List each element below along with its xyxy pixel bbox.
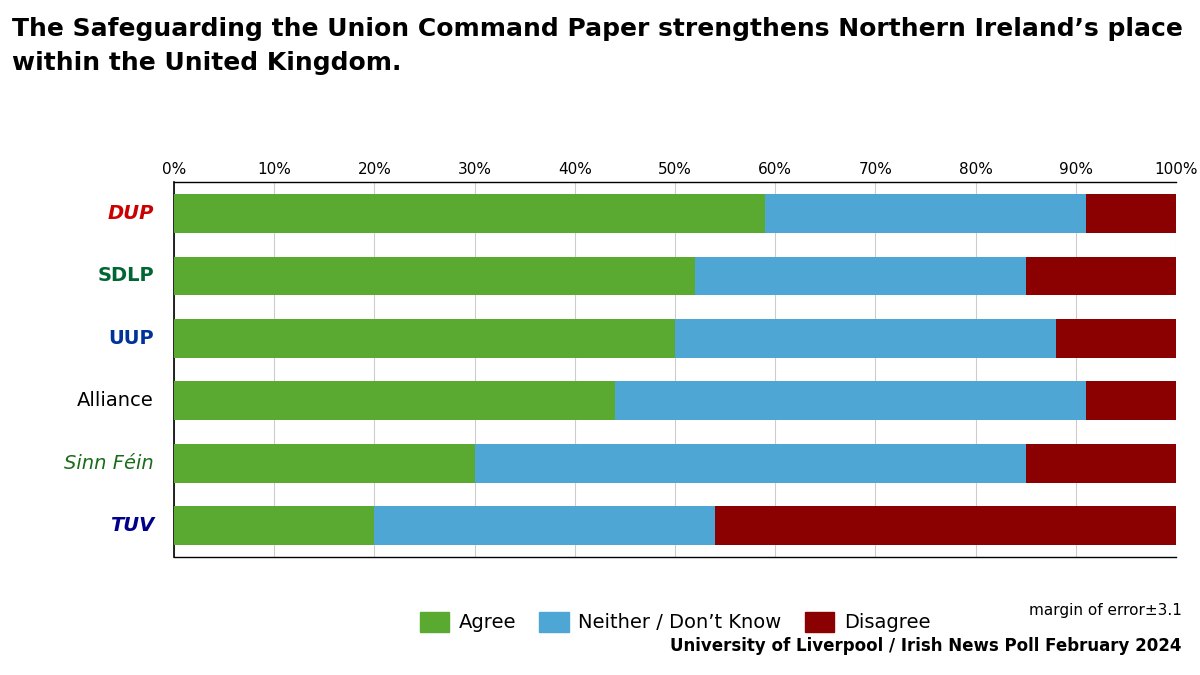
Bar xyxy=(1056,319,1176,358)
Bar xyxy=(174,319,674,358)
Bar xyxy=(1026,256,1176,295)
Text: Sinn Féin: Sinn Féin xyxy=(65,454,154,472)
Bar xyxy=(674,319,1056,358)
Text: SDLP: SDLP xyxy=(97,267,154,286)
Text: DUP: DUP xyxy=(108,204,154,223)
Text: University of Liverpool / Irish News Poll February 2024: University of Liverpool / Irish News Pol… xyxy=(671,637,1182,655)
Bar xyxy=(174,256,695,295)
Bar xyxy=(715,506,1176,545)
Legend: Agree, Neither / Don’t Know, Disagree: Agree, Neither / Don’t Know, Disagree xyxy=(412,604,938,640)
Bar xyxy=(475,444,1026,483)
Text: within the United Kingdom.: within the United Kingdom. xyxy=(12,51,401,75)
Bar xyxy=(1086,381,1176,420)
Bar xyxy=(174,506,374,545)
Text: The Safeguarding the Union Command Paper strengthens Northern Ireland’s place: The Safeguarding the Union Command Paper… xyxy=(12,17,1183,41)
Bar xyxy=(614,381,1086,420)
Bar xyxy=(695,256,1026,295)
Bar xyxy=(174,194,766,233)
Bar xyxy=(174,381,614,420)
Text: Alliance: Alliance xyxy=(77,392,154,410)
Bar xyxy=(374,506,715,545)
Bar xyxy=(1086,194,1176,233)
Text: TUV: TUV xyxy=(109,516,154,535)
Bar xyxy=(766,194,1086,233)
Bar xyxy=(174,444,475,483)
Text: margin of error±3.1: margin of error±3.1 xyxy=(1030,603,1182,618)
Bar xyxy=(1026,444,1176,483)
Text: UUP: UUP xyxy=(108,329,154,348)
